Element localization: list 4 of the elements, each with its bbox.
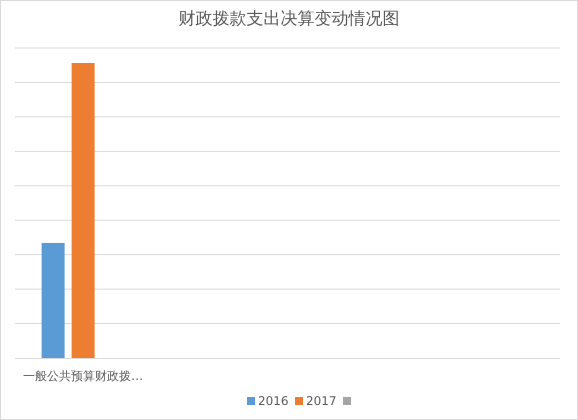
legend-label: 2017: [306, 394, 337, 408]
x-tick-label: 一般公共预算财政拨…: [23, 369, 144, 383]
text: 财政拨款支出决算变动情况图: [178, 9, 400, 29]
legend-label: 2016: [258, 394, 289, 408]
